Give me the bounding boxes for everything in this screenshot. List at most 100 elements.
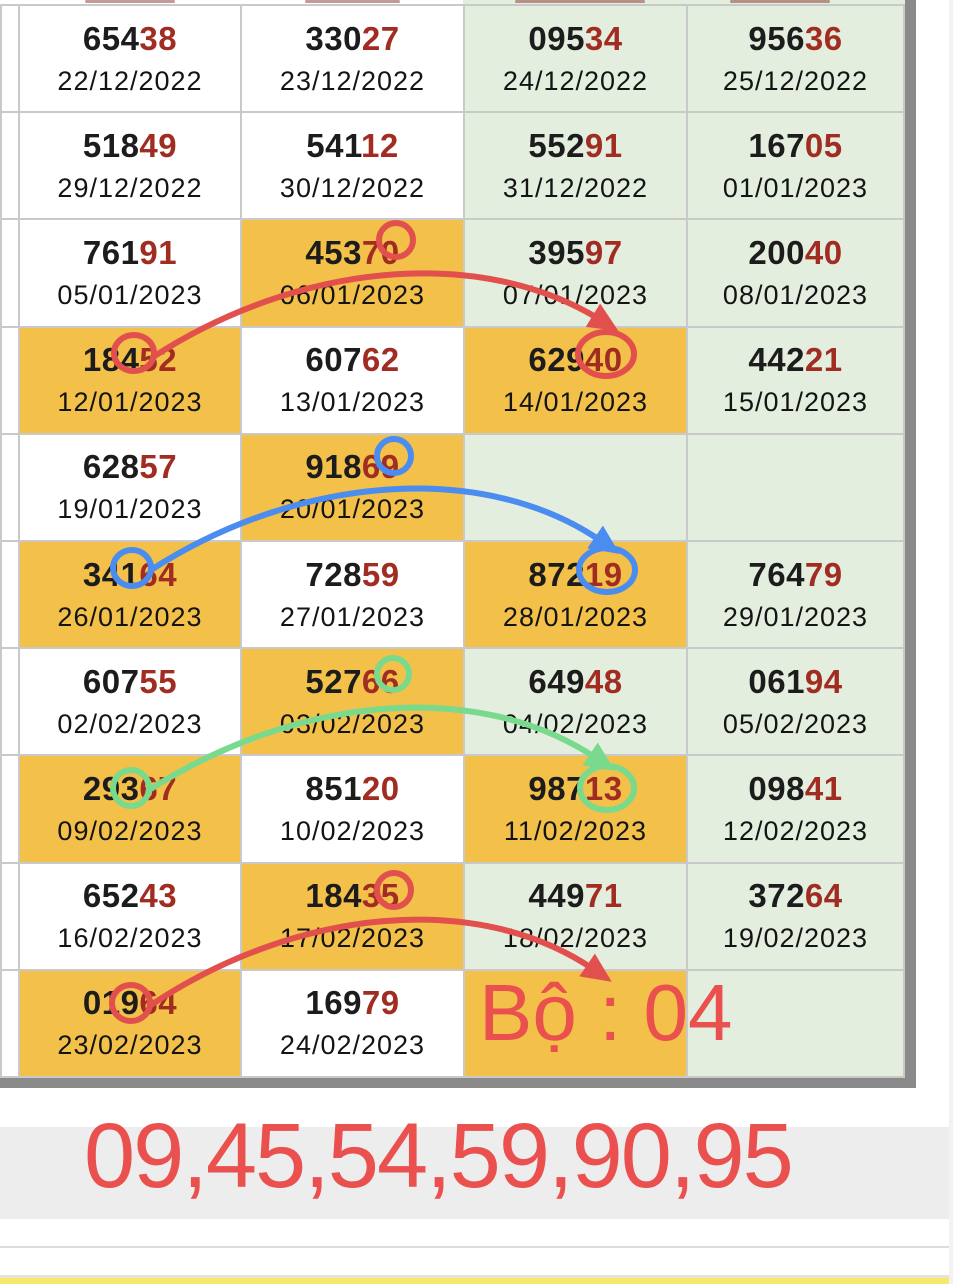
result-number-prefix: 098 (748, 769, 805, 807)
result-date: 08/01/2023 (722, 279, 869, 310)
result-number-suffix: 79 (361, 984, 400, 1022)
result-number-suffix: 36 (804, 19, 843, 57)
cutoff-digits-remnant (515, 0, 645, 3)
result-cell: 09841 12/02/2023 (688, 756, 903, 862)
result-number-suffix: 71 (584, 877, 623, 915)
table-edge-cell (2, 327, 18, 433)
result-number-suffix: 57 (139, 448, 178, 486)
table-edge-cell (2, 970, 18, 1076)
result-number: 09841 (748, 769, 843, 807)
result-date: 04/02/2023 (502, 708, 649, 739)
result-number: 37264 (748, 878, 842, 914)
bottom-yellow-bar (0, 1278, 953, 1284)
result-date: 07/01/2023 (502, 279, 649, 310)
result-date: 16/02/2023 (57, 923, 203, 954)
result-cell: 60755 02/02/2023 (20, 649, 240, 755)
result-date: 23/12/2022 (279, 65, 426, 96)
result-number-suffix: 64 (139, 984, 178, 1022)
result-cell: 85120 10/02/2023 (242, 756, 463, 862)
scrollbar-track[interactable] (949, 0, 953, 1284)
result-number-suffix: 27 (361, 19, 400, 57)
result-number-prefix: 167 (748, 126, 805, 164)
result-number-prefix: 654 (82, 19, 140, 57)
divider-line (0, 1275, 953, 1278)
result-number: 65243 (83, 878, 177, 914)
table-edge-bar-right (905, 0, 916, 1088)
table-edge-cell (2, 113, 18, 219)
result-number-suffix: 05 (804, 126, 843, 164)
result-date: 02/02/2023 (57, 708, 203, 739)
result-number-prefix: 764 (748, 555, 805, 593)
result-number: 72859 (305, 555, 400, 593)
cutoff-digits-remnant (85, 0, 175, 3)
result-number-suffix: 79 (804, 555, 843, 593)
result-number: 62940 (528, 342, 622, 378)
result-number-suffix: 21 (804, 341, 843, 379)
result-number-suffix: 49 (139, 126, 178, 164)
result-number-prefix: 095 (528, 19, 585, 57)
result-number: 87219 (528, 556, 622, 593)
result-cell: 44221 15/01/2023 (688, 327, 903, 433)
result-number: 54112 (306, 126, 399, 164)
result-cell: 45370 06/01/2023 (242, 220, 463, 326)
result-cell: 95636 25/12/2022 (688, 6, 903, 112)
result-cell: 76191 05/01/2023 (20, 220, 240, 326)
table-edge-cell (2, 220, 18, 326)
result-number: 91869 (305, 449, 399, 485)
result-number: 18435 (305, 878, 399, 914)
result-number: 65438 (82, 19, 177, 57)
result-cell: 65243 16/02/2023 (20, 863, 240, 969)
result-number: 60762 (305, 342, 399, 378)
result-number-prefix: 449 (528, 877, 585, 915)
result-number: 95636 (748, 19, 843, 57)
result-number-prefix: 184 (82, 341, 140, 379)
cutoff-digits-remnant (305, 0, 400, 3)
result-number-prefix: 442 (748, 341, 805, 379)
result-date: 14/01/2023 (502, 387, 649, 418)
result-number-prefix: 649 (528, 662, 585, 700)
table-edge-cell (2, 649, 18, 755)
result-number-suffix: 64 (139, 555, 178, 593)
result-number-prefix: 200 (748, 233, 805, 271)
result-number-prefix: 184 (305, 877, 362, 915)
result-cell: 09534 24/12/2022 (465, 6, 686, 112)
result-cell: 16979 24/02/2023 (242, 970, 463, 1076)
result-number-suffix: 91 (139, 233, 178, 271)
result-number-prefix: 987 (528, 769, 585, 807)
result-number-prefix: 652 (82, 877, 140, 915)
result-number-suffix: 41 (804, 769, 843, 807)
result-number-suffix: 55 (139, 662, 178, 700)
result-cell: 72859 27/01/2023 (242, 541, 463, 648)
table-edge-cell (2, 756, 18, 862)
result-number-suffix: 59 (361, 555, 400, 593)
result-cell: 16705 01/01/2023 (688, 113, 903, 219)
result-date: 09/02/2023 (57, 815, 203, 846)
table-edge-bar-bottom (0, 1078, 916, 1088)
result-date: 31/12/2022 (502, 172, 649, 203)
result-number-suffix: 69 (361, 448, 400, 486)
result-number: 16979 (305, 985, 399, 1021)
result-number-suffix: 12 (361, 126, 399, 164)
result-number-prefix: 541 (306, 126, 362, 164)
result-date: 15/01/2023 (722, 387, 869, 418)
result-number-suffix: 48 (584, 662, 623, 700)
result-number: 98713 (528, 769, 622, 807)
table-edge-cell (2, 434, 18, 540)
result-cell: 76479 29/01/2023 (688, 541, 903, 648)
result-number-suffix: 91 (584, 126, 623, 164)
result-number: 55291 (528, 126, 623, 164)
divider-line (0, 1246, 953, 1248)
result-cell: 37264 19/02/2023 (688, 863, 903, 969)
cutoff-row-strip (463, 0, 905, 4)
result-number: 33027 (305, 19, 400, 57)
result-number-prefix: 395 (528, 233, 585, 271)
result-number-prefix: 851 (305, 769, 362, 807)
result-cell: 29367 09/02/2023 (20, 756, 240, 862)
result-number-suffix: 67 (139, 769, 178, 807)
result-cell: 98713 11/02/2023 (465, 756, 686, 862)
result-cell: 01964 23/02/2023 (20, 970, 240, 1076)
result-number-prefix: 761 (82, 233, 140, 271)
result-date: 26/01/2023 (57, 601, 203, 632)
result-number-prefix: 728 (305, 555, 362, 593)
